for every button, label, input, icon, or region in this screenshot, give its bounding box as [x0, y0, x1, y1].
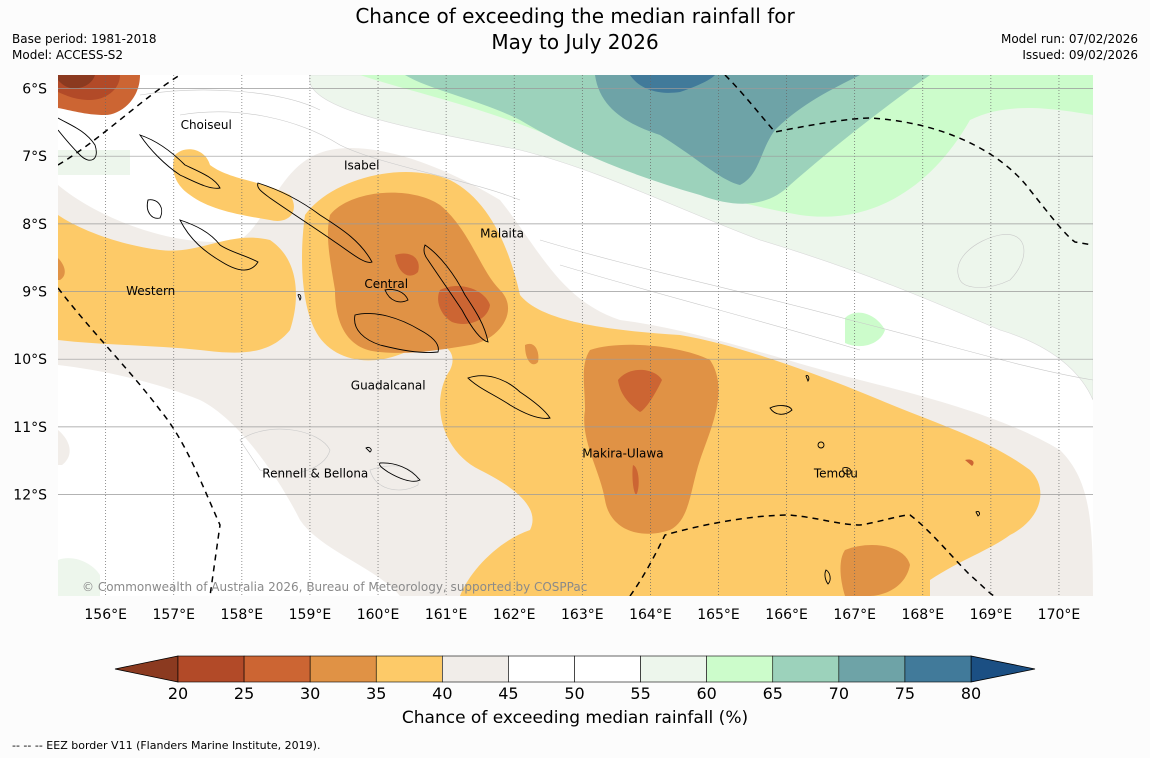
- province-label: Guadalcanal: [351, 379, 426, 393]
- lon-tick-label: 168°E: [901, 607, 944, 623]
- lon-tick-label: 160°E: [357, 607, 400, 623]
- lat-tick-label: 10°S: [13, 352, 47, 368]
- contour-lines: [139, 89, 1093, 491]
- colorbar-tick-label: 35: [366, 684, 386, 703]
- colorbar: 20 25 30 35 40 45 50 55 60 65 70 75 80: [114, 655, 1036, 703]
- copyright-text: © Commonwealth of Australia 2026, Bureau…: [82, 580, 587, 594]
- colorbar-tick-label: 45: [498, 684, 518, 703]
- florida-islands-outline: [384, 289, 409, 303]
- colorbar-tick-label: 55: [630, 684, 650, 703]
- colorbar-segment: [243, 655, 311, 683]
- province-label: Malaita: [480, 226, 524, 240]
- colorbar-tick-label: 60: [696, 684, 716, 703]
- eez-borders: [58, 75, 1093, 596]
- eez-border-north-east: [724, 75, 1093, 246]
- lon-tick-label: 170°E: [1038, 607, 1081, 623]
- lon-tick-label: 166°E: [765, 607, 808, 623]
- model-text: Model: ACCESS-S2: [12, 48, 124, 62]
- colorbar-segment: [706, 655, 774, 683]
- santa-cruz-outline: [769, 405, 793, 415]
- lon-tick-label: 157°E: [152, 607, 195, 623]
- guadalcanal-outline: [354, 313, 439, 353]
- lon-tick-label: 163°E: [561, 607, 604, 623]
- meta-right: Model run: 07/02/2026 Issued: 09/02/2026: [1001, 31, 1138, 63]
- colorbar-tick-label: 65: [763, 684, 783, 703]
- rennell-outline: [379, 462, 421, 482]
- province-label: Central: [364, 277, 408, 291]
- colorbar-segment: [442, 655, 509, 683]
- colorbar-tick-label: 50: [564, 684, 584, 703]
- province-label: Rennell & Bellona: [262, 467, 368, 481]
- lat-tick-label: 7°S: [22, 149, 47, 165]
- isabel-outline: [257, 182, 373, 263]
- longitude-tick-labels: 156°E 157°E 158°E 159°E 160°E 161°E 162°E 163°E…: [84, 607, 1080, 623]
- colorbar-extend-high: [970, 655, 1036, 683]
- new-georgia-outline: [179, 219, 259, 271]
- eez-border-west: [58, 287, 221, 596]
- malaita-outline: [423, 244, 489, 343]
- choiseul-outline: [138, 134, 221, 189]
- province-label: Temotu: [813, 467, 858, 481]
- province-label: Isabel: [344, 159, 379, 173]
- lon-tick-label: 167°E: [833, 607, 876, 623]
- colorbar-segment: [508, 655, 575, 683]
- province-labels: Choiseul Isabel Malaita Western Central Guada…: [126, 118, 858, 480]
- lat-tick-label: 11°S: [13, 420, 47, 436]
- eez-border-south-east: [629, 514, 996, 596]
- colorbar-tick-label: 40: [432, 684, 452, 703]
- colorbar-segment: [177, 655, 245, 683]
- lat-tick-label: 12°S: [13, 488, 47, 504]
- coastline-outlines: [58, 117, 980, 585]
- colorbar-segment: [574, 655, 641, 683]
- model-run-text: Model run: 07/02/2026: [1000, 32, 1138, 46]
- colorbar-tick-label: 75: [895, 684, 915, 703]
- lon-tick-label: 161°E: [425, 607, 468, 623]
- chart-title: Chance of exceeding the median rainfall …: [0, 3, 1150, 55]
- lon-tick-label: 159°E: [289, 607, 332, 623]
- meta-left: Base period: 1981-2018 Model: ACCESS-S2: [12, 31, 157, 63]
- colorbar-segment: [772, 655, 840, 683]
- title-line-2: May to July 2026: [491, 30, 659, 54]
- lon-tick-label: 165°E: [697, 607, 740, 623]
- latitude-tick-labels: 6°S 7°S 8°S 9°S 10°S 11°S 12°S: [13, 82, 47, 504]
- colorbar-tick-label: 30: [300, 684, 320, 703]
- title-line-1: Chance of exceeding the median rainfall …: [355, 4, 795, 28]
- rainfall-probability-field: [58, 75, 1093, 596]
- lon-tick-label: 169°E: [970, 607, 1013, 623]
- lat-tick-label: 9°S: [22, 285, 47, 301]
- bougainville-outline: [58, 117, 97, 161]
- lon-tick-label: 158°E: [221, 607, 264, 623]
- colorbar-tick-label: 80: [961, 684, 981, 703]
- colorbar-tick-label: 70: [829, 684, 849, 703]
- lon-tick-label: 156°E: [84, 607, 127, 623]
- province-label: Western: [126, 284, 175, 298]
- colorbar-title: Chance of exceeding median rainfall (%): [401, 708, 749, 728]
- colorbar-tick-label: 25: [234, 684, 254, 703]
- province-label: Choiseul: [181, 118, 232, 132]
- colorbar-segment: [375, 655, 443, 683]
- latitude-gridlines: [58, 88, 1093, 495]
- colorbar-extend-low: [114, 655, 179, 683]
- base-period-text: Base period: 1981-2018: [12, 32, 157, 46]
- colorbar-segment: [640, 655, 707, 683]
- issued-text: Issued: 09/02/2026: [1022, 48, 1138, 62]
- colorbar-segment: [309, 655, 377, 683]
- makira-outline: [467, 375, 551, 419]
- eez-footnote: -- -- -- EEZ border V11 (Flanders Marine…: [12, 739, 321, 752]
- province-label: Makira-Ulawa: [582, 446, 663, 460]
- lon-tick-label: 164°E: [629, 607, 672, 623]
- colorbar-segment: [838, 655, 906, 683]
- vella-lavella-outline: [146, 199, 163, 219]
- lon-tick-label: 162°E: [493, 607, 536, 623]
- colorbar-tick-label: 20: [168, 684, 188, 703]
- colorbar-segment: [904, 655, 972, 683]
- lat-tick-label: 8°S: [22, 217, 47, 233]
- eez-border-north-west: [58, 75, 181, 166]
- lat-tick-label: 6°S: [22, 82, 47, 98]
